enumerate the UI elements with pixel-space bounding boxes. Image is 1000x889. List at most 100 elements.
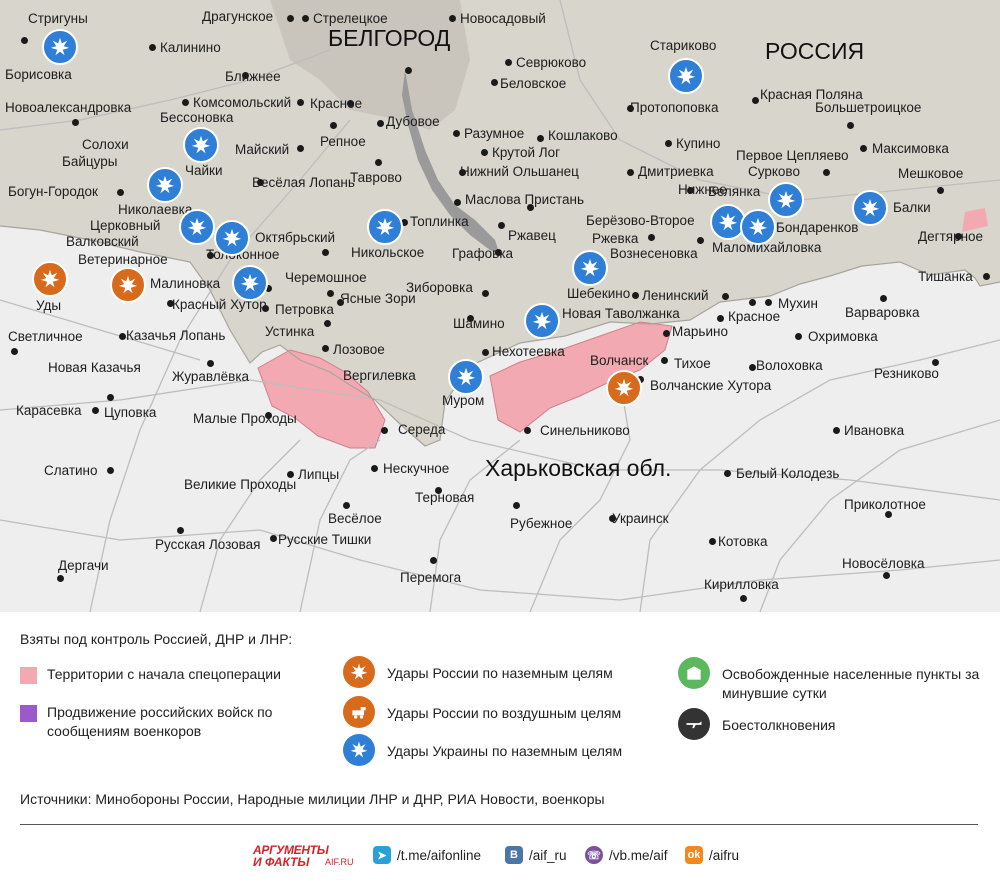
telegram-icon: ➤ (373, 846, 391, 864)
place-label: Нижнее (678, 182, 727, 197)
place-label: Большетроицкое (815, 100, 922, 115)
place-label: Цуповка (104, 405, 157, 420)
telegram-link[interactable]: ➤/t.me/aifonline (373, 845, 481, 865)
place-label: Липцы (298, 467, 340, 482)
settlement-dot (10, 347, 18, 355)
place-label: Нескучное (383, 461, 450, 476)
place-label: Купино (676, 136, 721, 151)
place-label: Дергачи (58, 558, 109, 573)
ua-strike-icon (183, 127, 219, 163)
odnoklassniki-icon: ok (685, 846, 703, 864)
legend-title: Взяты под контроль Россией, ДНР и ЛНР: (20, 631, 293, 647)
region-label-belgorod: БЕЛГОРОД (328, 25, 451, 51)
ua-strike-icon (232, 265, 268, 301)
place-label: Стрелецкое (313, 11, 388, 26)
settlement-dot (329, 121, 337, 129)
settlement-dot (721, 292, 729, 300)
ru-strike-icon (110, 267, 146, 303)
place-label: Светличное (8, 329, 83, 344)
footer-divider (20, 824, 978, 825)
place-label: Красный Хутор (172, 297, 267, 312)
ua-strike-icon (740, 209, 776, 245)
clashes-icon (678, 708, 710, 740)
state-border (0, 225, 1000, 447)
settlement-dot (380, 426, 388, 434)
place-label: Казачья Лопань (126, 328, 226, 343)
place-label: Тихое (674, 356, 711, 371)
place-label: Беловское (500, 76, 567, 91)
settlement-dot (91, 406, 99, 414)
settlement-dot (376, 119, 384, 127)
liberated-town-icon (678, 657, 710, 689)
ua-strike-icon (524, 303, 560, 339)
place-label: Весёлая Лопань (252, 175, 355, 190)
settlement-dot (326, 289, 334, 297)
place-label: Малиновка (150, 276, 221, 291)
aif-logo[interactable]: АРГУМЕНТЫ И ФАКТЫ AIF.RU (253, 843, 354, 869)
place-label: Первое Цепляево (736, 148, 849, 163)
settlement-dot (512, 501, 520, 509)
region-label-kharkiv: Харьковская обл. (485, 455, 672, 481)
place-label: Бондаренков (776, 220, 859, 235)
legend-clashes: Боестолкновения (722, 717, 836, 733)
settlement-dot (374, 158, 382, 166)
settlement-dot (286, 14, 294, 22)
settlement-dot (206, 251, 214, 259)
place-label: Волчанские Хутора (650, 378, 772, 393)
settlement-dot (286, 470, 294, 478)
ua-strike-icon (42, 29, 78, 65)
place-label: Белый Колодезь (736, 466, 840, 481)
ua-strike-icon (179, 209, 215, 245)
ok-link[interactable]: ok/aifru (685, 845, 739, 865)
place-label: Майский (235, 142, 290, 157)
place-label: Графовка (452, 246, 514, 261)
settlement-dot (261, 304, 269, 312)
viber-link[interactable]: ☏/vb.me/aif (585, 845, 668, 865)
settlement-dot (452, 129, 460, 137)
settlement-dot (264, 411, 272, 419)
ru-ground-strike-icon (343, 656, 375, 688)
settlement-dot (490, 78, 498, 86)
settlement-dot (241, 71, 249, 79)
legend-ru-ground: Удары России по наземным целям (387, 665, 613, 681)
settlement-dot (481, 348, 489, 356)
place-label: Шамино (453, 316, 505, 331)
vk-link[interactable]: B/aif_ru (505, 845, 567, 865)
place-label: Севрюково (516, 55, 587, 70)
ua-strike-icon (852, 190, 888, 226)
place-label: Красное (310, 96, 363, 111)
settlement-dot (879, 294, 887, 302)
settlement-dot (346, 99, 354, 107)
place-label: Вергилевка (343, 368, 416, 383)
place-label: Синельниково (540, 423, 630, 438)
legend-ua-ground: Удары Украины по наземным целям (387, 743, 623, 759)
place-label: Маломихайловка (712, 240, 822, 255)
ua-ground-strike-icon (343, 734, 375, 766)
settlement-dot (323, 319, 331, 327)
territory-swatch (20, 667, 37, 684)
settlement-dot (494, 248, 502, 256)
settlement-dot (176, 526, 184, 534)
settlement-dot (20, 36, 28, 44)
place-label: Новоалександровка (5, 100, 132, 115)
settlement-dot (647, 233, 655, 241)
place-label: Никольское (351, 245, 425, 260)
belgorod-city-area (270, 0, 470, 130)
settlement-dot (504, 58, 512, 66)
settlement-dot (739, 594, 747, 602)
settlement-dot (106, 393, 114, 401)
settlement-dot (166, 299, 174, 307)
settlement-dot (608, 514, 616, 522)
place-label: Петровка (275, 302, 334, 317)
settlement-dot (269, 534, 277, 542)
place-label: Сурково (748, 164, 800, 179)
place-label: Богун-Городок (8, 184, 98, 199)
place-label: Зиборовка (406, 280, 473, 295)
settlement-dot (846, 121, 854, 129)
settlement-dot (264, 284, 272, 292)
settlement-dot (106, 466, 114, 474)
place-label: Весёлое (328, 511, 382, 526)
settlement-dot (118, 332, 126, 340)
settlement-dot (626, 168, 634, 176)
settlement-dot (723, 469, 731, 477)
